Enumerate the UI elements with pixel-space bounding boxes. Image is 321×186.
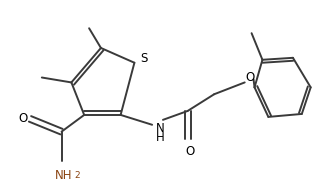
Text: O: O bbox=[245, 71, 254, 84]
Text: NH: NH bbox=[55, 169, 72, 182]
Text: H: H bbox=[156, 131, 164, 144]
Text: O: O bbox=[19, 112, 28, 125]
Text: O: O bbox=[185, 145, 194, 158]
Text: 2: 2 bbox=[74, 171, 80, 180]
Text: S: S bbox=[141, 52, 148, 65]
Text: N: N bbox=[156, 122, 164, 135]
